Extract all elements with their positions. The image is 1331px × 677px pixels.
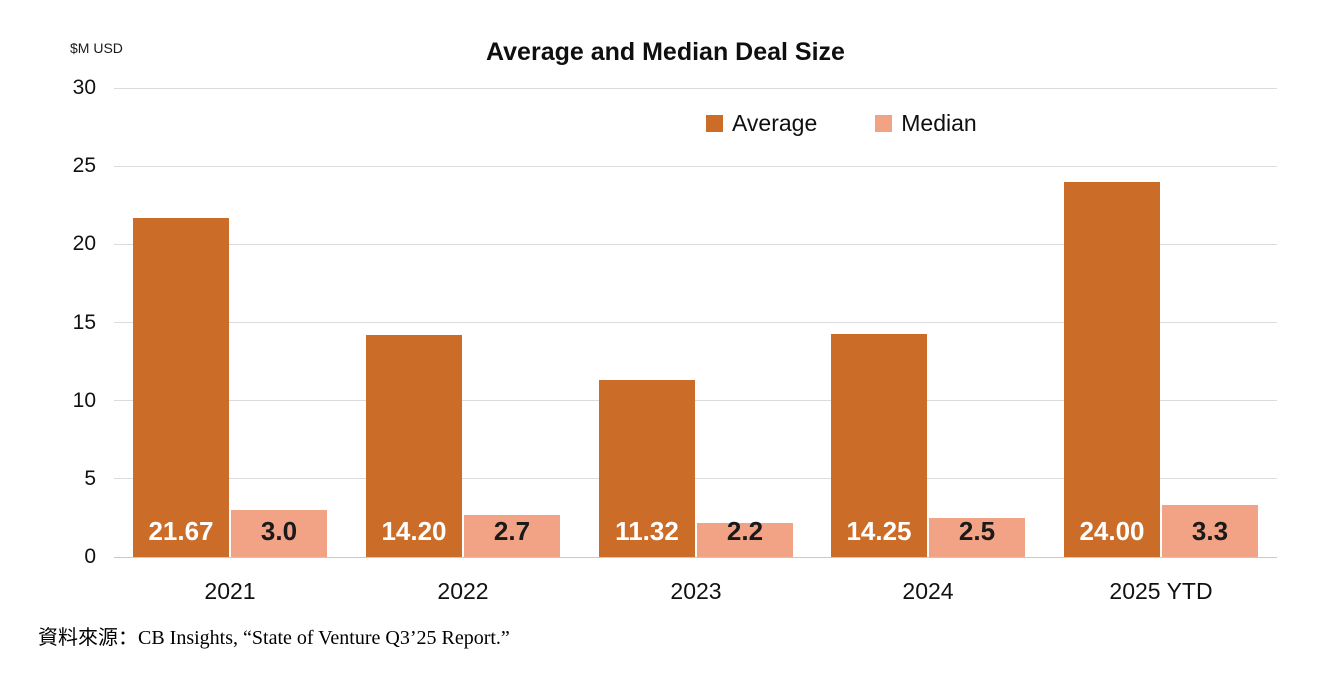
legend-swatch-icon-average xyxy=(706,115,723,132)
gridline-y-15 xyxy=(114,322,1277,323)
bar-value-label-average-2024: 14.25 xyxy=(846,515,912,546)
bar-average-2021: 21.67 xyxy=(133,218,229,557)
x-category-label-2025-ytd: 2025 YTD xyxy=(1109,578,1213,604)
bar-value-label-average-2025-ytd: 24.00 xyxy=(1079,515,1145,546)
bar-value-label-median-2021: 3.0 xyxy=(260,515,298,546)
gridline-y-5 xyxy=(114,478,1277,480)
bar-median-2022: 2.7 xyxy=(464,514,560,557)
source-citation: 資料來源：CB Insights, “State of Venture Q3’2… xyxy=(38,627,510,649)
bar-average-2025-ytd: 24.00 xyxy=(1064,181,1160,557)
x-category-label-2021: 2021 xyxy=(204,578,256,604)
gridline-y-25 xyxy=(114,165,1277,167)
bar-median-2021: 3.0 xyxy=(231,510,327,557)
bar-median-2024: 2.5 xyxy=(929,515,1025,557)
gridline-y-20 xyxy=(114,243,1277,245)
legend-label-average: Average xyxy=(732,110,818,136)
x-category-label-2024: 2024 xyxy=(902,578,954,604)
legend-label-median: Median xyxy=(901,110,977,136)
y-tick-label-25: 25 xyxy=(72,154,96,178)
gridline-y-30 xyxy=(114,87,1277,89)
legend-item-median: Median xyxy=(875,110,977,137)
y-tick-label-30: 30 xyxy=(72,76,96,99)
y-tick-label-10: 10 xyxy=(72,388,96,412)
legend-swatch-icon-median xyxy=(875,115,893,132)
bar-median-2025-ytd: 3.3 xyxy=(1162,505,1258,557)
bar-value-label-average-2022: 14.20 xyxy=(381,515,447,546)
gridline-y-10 xyxy=(114,400,1277,402)
bar-median-2023: 2.2 xyxy=(697,516,793,557)
y-axis-unit-label: $M USD xyxy=(70,40,123,56)
bar-value-label-median-2024: 2.5 xyxy=(958,515,996,546)
y-tick-label-5: 5 xyxy=(84,466,96,490)
bar-value-label-median-2023: 2.2 xyxy=(726,515,764,546)
y-tick-label-15: 15 xyxy=(72,310,96,334)
bar-average-2023: 11.32 xyxy=(599,380,695,557)
y-tick-label-0: 0 xyxy=(84,545,96,568)
bar-value-label-average-2023: 11.32 xyxy=(615,515,679,546)
x-category-label-2023: 2023 xyxy=(670,578,722,604)
x-category-label-2022: 2022 xyxy=(437,578,489,604)
legend: Average Median xyxy=(706,110,977,137)
bar-value-label-median-2025-ytd: 3.3 xyxy=(1191,515,1229,546)
bar-value-label-average-2021: 21.67 xyxy=(148,515,214,546)
legend-item-average: Average xyxy=(706,110,817,137)
bar-average-2022: 14.20 xyxy=(366,335,462,557)
y-tick-label-20: 20 xyxy=(72,232,96,256)
gridline-y-0 xyxy=(114,556,1277,558)
bar-average-2024: 14.25 xyxy=(831,334,927,557)
chart-title: Average and Median Deal Size xyxy=(486,38,845,66)
bar-value-label-median-2022: 2.7 xyxy=(493,515,531,546)
